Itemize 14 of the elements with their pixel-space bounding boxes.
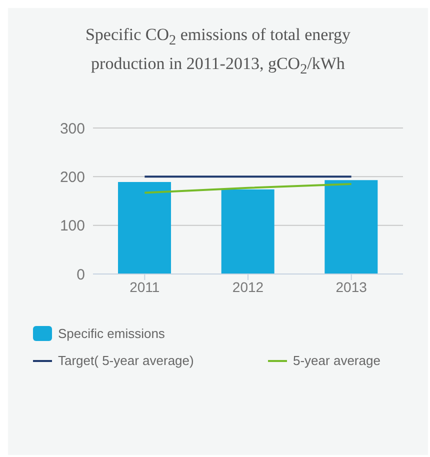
legend-label: Target( 5-year average) xyxy=(58,353,194,368)
bar xyxy=(324,180,378,274)
y-tick-label: 300 xyxy=(60,120,85,138)
bar xyxy=(118,182,171,274)
y-tick-label: 200 xyxy=(60,168,85,186)
bar xyxy=(221,189,274,274)
y-tick-label: 0 xyxy=(76,266,85,284)
x-tick-label: 2013 xyxy=(336,278,368,295)
y-tick-label: 100 xyxy=(60,218,85,235)
legend-label: 5-year average xyxy=(293,353,380,368)
x-tick-label: 2012 xyxy=(232,278,264,295)
x-tick-label: 2011 xyxy=(130,278,160,295)
legend-label: Specific emissions xyxy=(58,326,165,341)
chart-title: Specific CO$_{2}$ emissions of total energy production in 2011-2013, gCO$_{2}$/kWh xyxy=(84,24,352,80)
